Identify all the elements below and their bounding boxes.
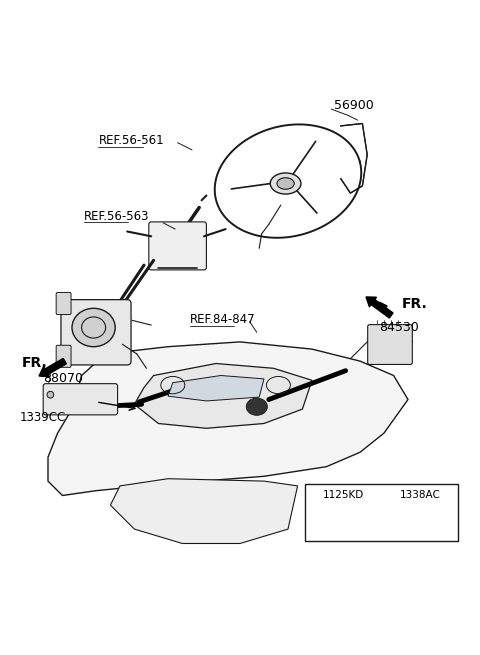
Text: 88070: 88070 [43, 372, 83, 385]
Polygon shape [48, 342, 408, 495]
Bar [305, 483, 458, 541]
FancyBboxPatch shape [149, 222, 206, 270]
Text: 1338AC: 1338AC [399, 490, 441, 500]
Text: REF.84-847: REF.84-847 [190, 313, 255, 326]
Ellipse shape [277, 178, 294, 189]
FancyArrow shape [366, 297, 393, 318]
Text: FR.: FR. [401, 297, 427, 312]
Polygon shape [110, 479, 298, 544]
FancyBboxPatch shape [56, 293, 71, 314]
Ellipse shape [72, 309, 115, 346]
Text: REF.56-561: REF.56-561 [98, 134, 164, 147]
FancyArrow shape [39, 358, 66, 377]
Text: 1339CC: 1339CC [19, 411, 65, 424]
Text: REF.56-563: REF.56-563 [84, 210, 149, 223]
FancyBboxPatch shape [43, 384, 118, 415]
FancyBboxPatch shape [368, 325, 412, 364]
Text: 56900: 56900 [334, 100, 373, 112]
FancyBboxPatch shape [56, 345, 71, 367]
Ellipse shape [416, 520, 424, 528]
Ellipse shape [270, 173, 301, 194]
Text: 1125KD: 1125KD [323, 490, 364, 500]
Polygon shape [134, 364, 312, 428]
Text: 84530: 84530 [379, 321, 419, 334]
Ellipse shape [337, 518, 349, 530]
Ellipse shape [246, 398, 267, 415]
Text: FR.: FR. [22, 356, 48, 369]
FancyBboxPatch shape [61, 299, 131, 365]
Ellipse shape [47, 391, 54, 398]
Polygon shape [168, 375, 264, 401]
